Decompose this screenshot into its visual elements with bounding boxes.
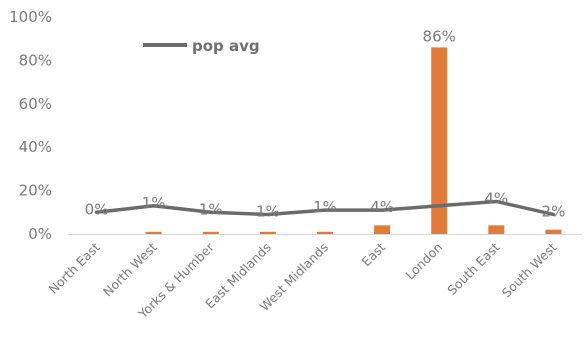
line-series: [94, 199, 556, 217]
bar: [431, 47, 448, 234]
y-tick-label: 80%: [19, 51, 52, 69]
data-label: 4%: [370, 198, 394, 216]
bar: [259, 231, 276, 234]
x-tick-label: South West: [499, 239, 560, 300]
y-tick-label: 100%: [9, 8, 52, 26]
data-labels: 0% 1% 1% 1% 1% 4% 86% 4% 2%: [85, 27, 566, 220]
bar: [488, 225, 505, 234]
y-tick-label: 60%: [19, 95, 52, 113]
bar-series: [145, 47, 562, 234]
x-tick-label: North East: [45, 239, 102, 296]
y-tick-label: 40%: [19, 138, 52, 156]
legend-label-pop-avg: pop avg: [192, 37, 260, 55]
data-label: 1%: [313, 198, 337, 216]
bar: [317, 231, 333, 234]
x-tick-label: London: [402, 240, 445, 283]
data-label: 1%: [199, 200, 223, 218]
y-axis: 0% 20% 40% 60% 80% 100%: [9, 8, 52, 243]
y-tick-label: 20%: [19, 182, 52, 200]
data-label: 1%: [142, 194, 166, 212]
data-label: 4%: [484, 189, 508, 207]
data-label: 1%: [256, 202, 280, 220]
x-tick-label: North West: [100, 239, 160, 299]
bar: [145, 231, 162, 234]
x-tick-label: South East: [444, 239, 502, 297]
legend: pop avg: [143, 37, 260, 55]
y-tick-label: 0%: [28, 225, 52, 243]
line-pop-avg: [94, 199, 556, 217]
bar: [374, 225, 391, 234]
data-label: 86%: [423, 27, 456, 45]
bar: [202, 231, 219, 234]
data-label: 0%: [85, 200, 109, 218]
x-tick-label: East: [359, 239, 389, 269]
data-label: 2%: [542, 202, 566, 220]
bar: [545, 229, 562, 234]
